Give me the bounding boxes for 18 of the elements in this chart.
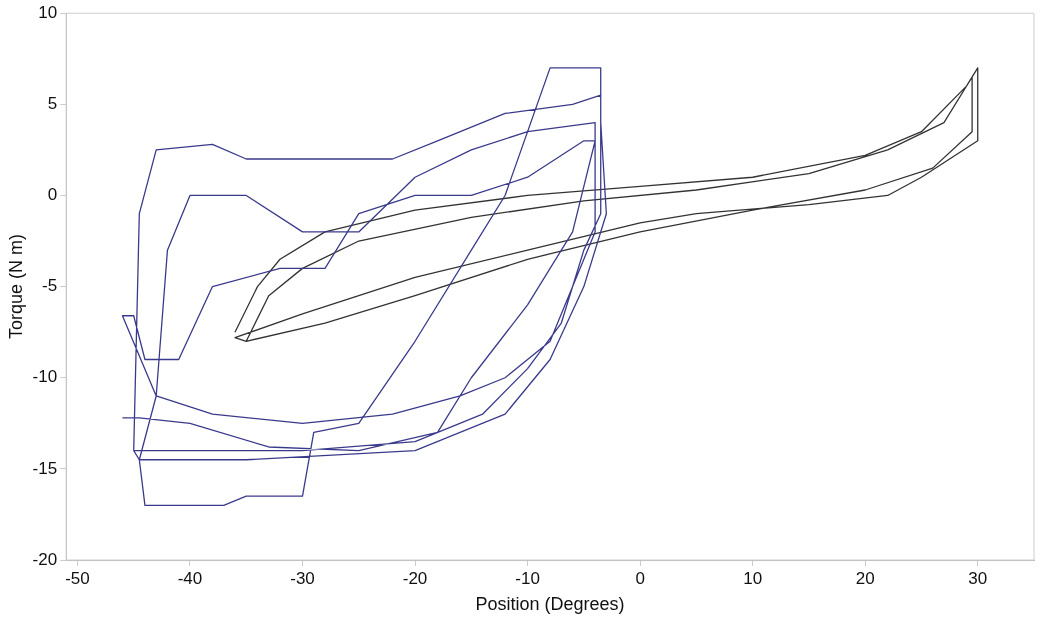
y-tick-label: -5 <box>42 276 58 296</box>
x-tick-label: -40 <box>177 568 203 588</box>
x-tick-label: -30 <box>290 568 315 588</box>
x-tick-label: -10 <box>515 568 540 588</box>
x-tick-label: 0 <box>635 568 645 588</box>
y-tick-label: -10 <box>32 367 58 387</box>
y-axis-title: Torque (N m) <box>5 234 26 340</box>
x-tick-label: -50 <box>65 568 90 588</box>
y-tick-label: 5 <box>47 94 58 114</box>
y-tick-label: 0 <box>47 185 58 205</box>
y-tick-label: 10 <box>38 2 58 22</box>
x-axis-title: Position (Degrees) <box>475 594 625 615</box>
y-tick-label: -15 <box>32 458 58 478</box>
x-tick-label: 10 <box>743 568 763 588</box>
x-tick-label: 30 <box>968 568 988 588</box>
y-tick-label: -20 <box>32 549 58 569</box>
x-tick-label: 20 <box>855 568 875 588</box>
x-tick-label: -20 <box>402 568 428 588</box>
